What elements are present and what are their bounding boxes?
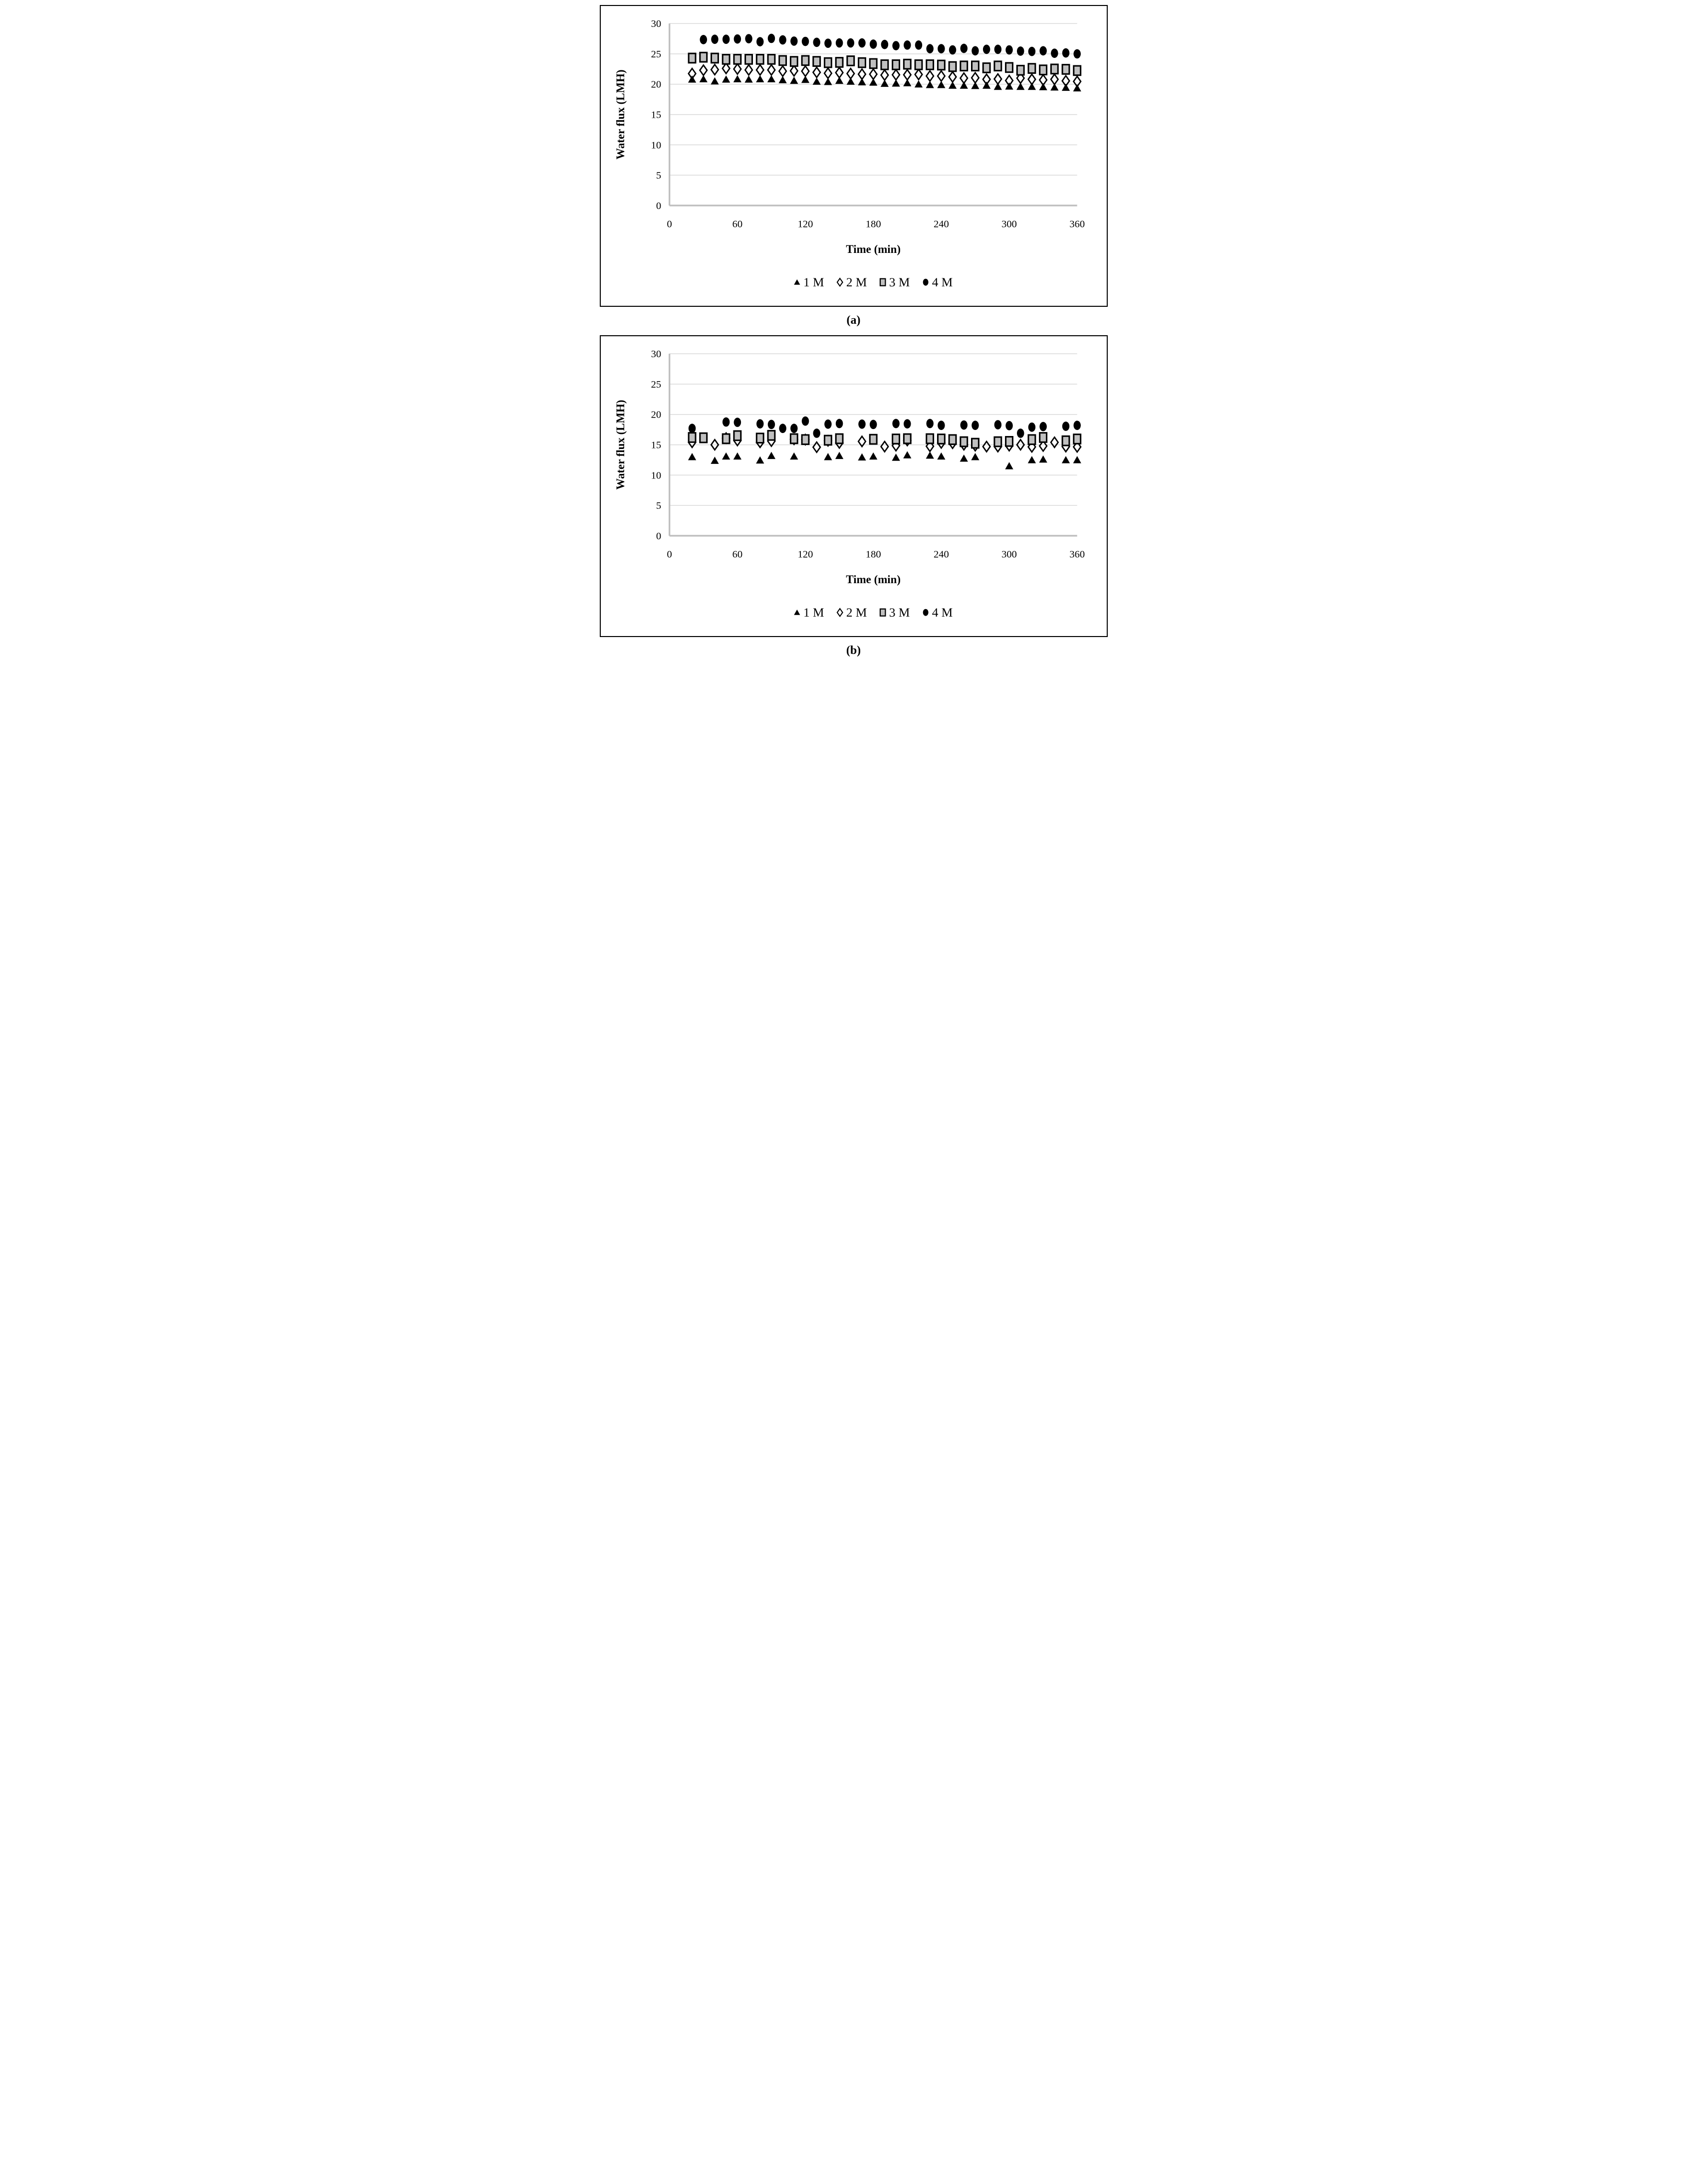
y-tick-label: 10 — [651, 140, 661, 151]
legend-item-2-m: 2 M — [836, 606, 867, 620]
series-3-m — [688, 430, 1081, 449]
series-4-m — [700, 33, 1081, 59]
x-tick-label: 180 — [865, 219, 881, 230]
y-tick-label: 5 — [656, 500, 661, 511]
series-2-m — [687, 62, 1082, 88]
x-tick-label: 300 — [1001, 219, 1017, 230]
x-tick-label: 360 — [1069, 219, 1085, 230]
y-tick-label: 20 — [651, 410, 661, 421]
legend-label: 2 M — [846, 275, 867, 289]
y-axis-title: Water flux (LMH) — [614, 69, 627, 159]
series-3-m — [688, 51, 1081, 76]
legend-item-2-m: 2 M — [836, 275, 867, 289]
y-tick-label: 15 — [651, 439, 661, 450]
series-4-m — [688, 416, 1081, 438]
y-tick-label: 0 — [656, 531, 661, 542]
panel-b: 30 25 20 15 10 5 0 0 60 120 180 240 300 360 Time (min)… — [599, 335, 1108, 637]
legend-item-1-m: 1 M — [793, 275, 824, 289]
x-tick-label: 60 — [732, 549, 742, 560]
y-axis-title: Water flux (LMH) — [614, 400, 627, 489]
legend-label: 2 M — [846, 606, 867, 620]
y-tick-label: 20 — [651, 79, 661, 90]
x-tick-label: 300 — [1001, 549, 1017, 560]
y-tick-label: 30 — [651, 349, 661, 360]
x-tick-label: 240 — [933, 549, 949, 560]
legend-label: 1 M — [803, 275, 824, 289]
legend-item-4-m: 4 M — [923, 606, 953, 620]
x-tick-label: 180 — [865, 549, 881, 560]
legend-label: 3 M — [889, 275, 910, 289]
caption-b: (b) — [846, 644, 861, 657]
y-tick-label: 15 — [651, 110, 661, 121]
y-tick-label: 5 — [656, 170, 661, 181]
x-axis-title: Time (min) — [846, 573, 901, 586]
caption-a: (a) — [846, 313, 861, 327]
panel-a-chart: 30 25 20 15 10 5 00 60 120 180 240 300 360 Time (min)… — [601, 7, 1106, 305]
legend-label: 4 M — [932, 606, 953, 620]
panel-a: 30 25 20 15 10 5 0 0 60 120 180 240 300 360 Time (min)… — [599, 5, 1108, 307]
x-tick-label: 120 — [797, 549, 813, 560]
x-tick-label: 240 — [933, 219, 949, 230]
legend-label: 1 M — [803, 606, 824, 620]
x-tick-label: 360 — [1069, 549, 1085, 560]
legend-item-3-m: 3 M — [879, 606, 910, 620]
series-1-m — [688, 451, 1081, 469]
gridlines — [669, 353, 1077, 537]
x-axis-title: Time (min) — [846, 243, 901, 255]
legend-item-3-m: 3 M — [879, 275, 910, 289]
legend-item-4-m: 4 M — [923, 275, 953, 289]
panel-b-chart: 30 25 20 15 10 5 00 60 120 180 240 300 360 Time (min)… — [601, 337, 1106, 635]
legend-label: 3 M — [889, 606, 910, 620]
y-tick-label: 30 — [651, 18, 661, 29]
y-tick-label: 25 — [651, 49, 661, 60]
y-tick-label: 0 — [656, 201, 661, 212]
legend-item-1-m: 1 M — [793, 606, 824, 620]
y-tick-label: 10 — [651, 470, 661, 481]
x-tick-label: 60 — [732, 219, 742, 230]
legend-label: 4 M — [932, 275, 953, 289]
figure-page: 30 25 20 15 10 5 0 0 60 120 180 240 300 360 Time (min)… — [596, 0, 1111, 675]
x-tick-label: 120 — [797, 219, 813, 230]
x-tick-label: 0 — [667, 219, 672, 230]
x-tick-label: 0 — [667, 549, 672, 560]
y-tick-label: 25 — [651, 379, 661, 390]
